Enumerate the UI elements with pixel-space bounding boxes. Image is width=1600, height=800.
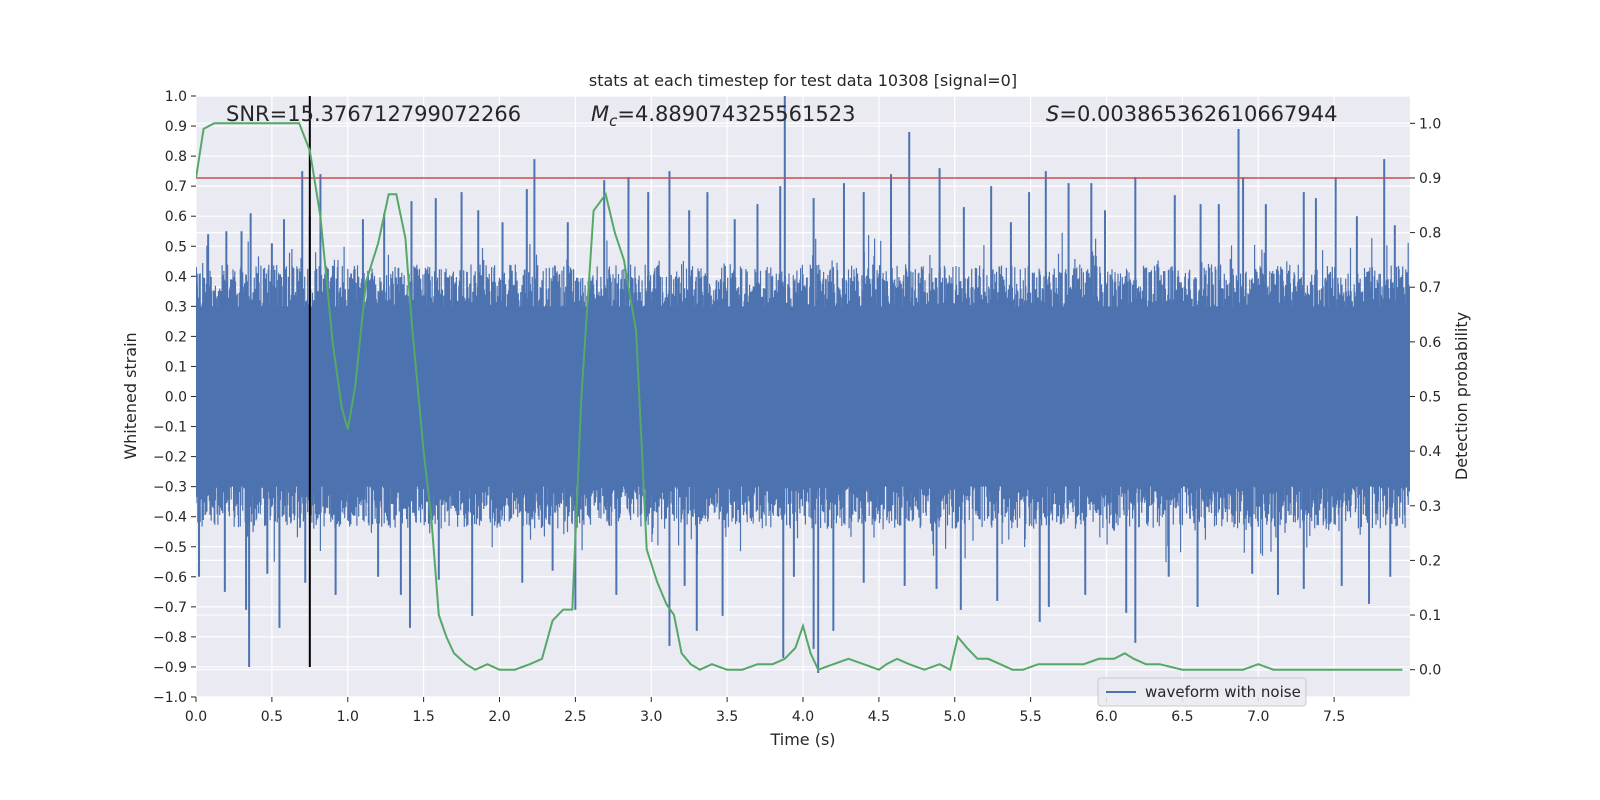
y-right-tick-label: 0.3 [1419, 499, 1441, 515]
y-right-tick-label: 0.7 [1419, 280, 1441, 296]
x-tick-label: 2.5 [564, 709, 586, 725]
y-right-tick-label: 0.9 [1419, 171, 1441, 187]
y-left-tick-label: 0.6 [165, 209, 187, 225]
y-left-tick-label: −0.2 [153, 450, 187, 466]
y-left-tick-label: 0.3 [165, 299, 187, 315]
y-left-axis-label: Whitened strain [121, 332, 140, 459]
y-left-tick-label: −0.3 [153, 480, 187, 496]
x-tick-label: 6.0 [1095, 709, 1117, 725]
legend-label: waveform with noise [1145, 683, 1301, 701]
y-right-axis-ticks: 1.0 0.9 0.8 0.7 0.6 0.5 0.4 0.3 0.2 0.1 0.0 [1410, 116, 1441, 679]
mc-symbol: M [591, 102, 609, 126]
waveform-core-band [196, 306, 1410, 487]
x-axis-ticks: 0.0 0.5 1.0 1.5 2.0 2.5 3.0 3.5 4.0 4.5 5.0 5.5 6.0 6… [185, 697, 1345, 725]
y-left-tick-label: 0.4 [165, 269, 187, 285]
y-right-tick-label: 0.6 [1419, 335, 1441, 351]
y-right-axis-label: Detection probability [1452, 312, 1471, 480]
snr-annotation: SNR=15.376712799072266 [226, 102, 521, 126]
y-right-tick-label: 0.5 [1419, 390, 1441, 406]
y-left-tick-label: 0.9 [165, 119, 187, 135]
y-left-tick-label: −0.4 [153, 510, 187, 526]
x-tick-label: 3.5 [716, 709, 738, 725]
chirp-mass-annotation: Mc=4.889074325561523 [591, 102, 855, 130]
y-left-tick-label: −1.0 [153, 690, 187, 706]
x-tick-label: 5.0 [944, 709, 966, 725]
y-right-tick-label: 0.2 [1419, 553, 1441, 569]
x-tick-label: 6.5 [1171, 709, 1193, 725]
x-tick-label: 3.0 [640, 709, 662, 725]
y-left-tick-label: 0.1 [165, 359, 187, 375]
x-tick-label: 1.5 [412, 709, 434, 725]
y-left-tick-label: −0.5 [153, 540, 187, 556]
y-right-tick-label: 1.0 [1419, 116, 1441, 132]
y-right-tick-label: 0.8 [1419, 226, 1441, 242]
y-left-tick-label: 0.2 [165, 329, 187, 345]
s-symbol: S [1046, 102, 1059, 126]
x-tick-label: 5.5 [1019, 709, 1041, 725]
legend-box [1097, 677, 1307, 707]
y-left-tick-label: 1.0 [165, 89, 187, 105]
chart-title: stats at each timestep for test data 103… [589, 71, 1017, 90]
x-tick-label: 0.0 [185, 709, 207, 725]
detection-probability-line [196, 122, 1403, 672]
y-left-axis-ticks: 1.0 0.9 0.8 0.7 0.6 0.5 0.4 0.3 0.2 0.1 0.0 −0.1 −0.… [153, 89, 196, 706]
y-left-tick-label: −0.7 [153, 600, 187, 616]
x-tick-label: 4.0 [792, 709, 814, 725]
y-right-tick-label: 0.1 [1419, 608, 1441, 624]
mc-value: 4.889074325561523 [635, 102, 855, 126]
waveform-series [196, 96, 1410, 673]
snr-value: 15.376712799072266 [287, 102, 521, 126]
snr-label: SNR [226, 102, 270, 126]
x-tick-label: 4.5 [868, 709, 890, 725]
x-tick-label: 2.0 [488, 709, 510, 725]
x-axis-label: Time (s) [769, 730, 835, 749]
legend: waveform with noise [1097, 677, 1307, 707]
x-tick-label: 0.5 [261, 709, 283, 725]
s-value: 0.003865362610667944 [1077, 102, 1338, 126]
y-left-tick-label: −0.9 [153, 660, 187, 676]
x-tick-label: 1.0 [337, 709, 359, 725]
y-left-tick-label: −0.1 [153, 420, 187, 436]
y-right-tick-label: 0.4 [1419, 444, 1441, 460]
y-left-tick-label: 0.0 [165, 390, 187, 406]
y-left-tick-label: 0.5 [165, 239, 187, 255]
y-left-tick-label: −0.6 [153, 570, 187, 586]
y-right-tick-label: 0.0 [1419, 663, 1441, 679]
s-annotation: S=0.003865362610667944 [1046, 102, 1337, 126]
x-tick-label: 7.5 [1323, 709, 1345, 725]
y-left-tick-label: 0.8 [165, 149, 187, 165]
y-left-tick-label: 0.7 [165, 179, 187, 195]
y-left-tick-label: −0.8 [153, 630, 187, 646]
x-tick-label: 7.0 [1247, 709, 1269, 725]
mc-subscript: c [609, 112, 618, 130]
